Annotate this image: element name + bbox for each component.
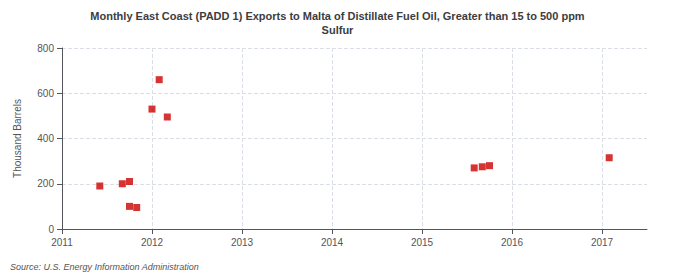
svg-text:2014: 2014 xyxy=(321,237,344,248)
svg-text:2016: 2016 xyxy=(501,237,524,248)
svg-text:800: 800 xyxy=(37,43,54,54)
svg-text:Monthly East Coast (PADD 1) Ex: Monthly East Coast (PADD 1) Exports to M… xyxy=(90,10,584,22)
svg-text:Sulfur: Sulfur xyxy=(322,24,354,36)
svg-text:2015: 2015 xyxy=(411,237,434,248)
svg-text:2012: 2012 xyxy=(141,237,164,248)
svg-text:Source: U.S. Energy Informatio: Source: U.S. Energy Information Administ… xyxy=(10,262,199,272)
svg-text:2011: 2011 xyxy=(51,237,73,248)
svg-text:400: 400 xyxy=(37,133,54,144)
svg-text:2013: 2013 xyxy=(231,237,254,248)
svg-text:Thousand Barrels: Thousand Barrels xyxy=(12,99,23,178)
svg-text:200: 200 xyxy=(37,178,54,189)
svg-text:600: 600 xyxy=(37,88,54,99)
svg-text:0: 0 xyxy=(48,224,54,235)
svg-text:2017: 2017 xyxy=(591,237,614,248)
